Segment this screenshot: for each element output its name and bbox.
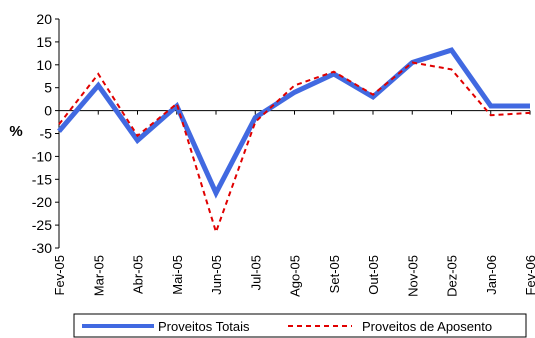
x-tick-label: Jan-06: [484, 255, 499, 295]
x-tick-label: Mai-05: [170, 255, 185, 295]
legend-label-proveitos-de-aposento: Proveitos de Aposento: [362, 319, 492, 334]
x-tick-label: Jun-05: [209, 255, 224, 295]
x-tick-label: Jul-05: [248, 255, 263, 290]
x-tick-label: Dez-05: [445, 255, 460, 297]
y-tick-label: 15: [36, 34, 52, 50]
y-tick-label: -10: [32, 148, 52, 164]
y-tick-label: -20: [32, 194, 52, 210]
x-tick-label: Fev-06: [523, 255, 535, 295]
x-tick-label: Set-05: [327, 255, 342, 293]
legend: Proveitos Totais Proveitos de Aposento: [73, 313, 527, 338]
y-tick-label: 0: [44, 103, 52, 119]
y-tick-label: -25: [32, 217, 52, 233]
series-line-1: [58, 61, 531, 236]
x-tick-label: Fev-05: [52, 255, 67, 295]
y-axis: 20 15 10 5 0 -5 -10 -15 -20 -25 -30: [32, 11, 60, 256]
x-tick-label: Abr-05: [131, 255, 146, 294]
x-axis: Fev-05 Mar-05 Abr-05 Mai-05 Jun-05 Jul-05 Ago-…: [52, 110, 535, 297]
y-tick-label: -5: [40, 126, 53, 142]
y-tick-label: 5: [44, 80, 52, 96]
legend-label-proveitos-totais: Proveitos Totais: [158, 319, 250, 334]
x-tick-label: Mar-05: [91, 255, 106, 296]
y-tick-label: 20: [36, 11, 52, 27]
series-line-0: [57, 47, 530, 199]
y-tick-label: -15: [32, 171, 52, 187]
x-tick-label: Nov-05: [405, 255, 420, 297]
y-tick-label: 10: [36, 57, 52, 73]
y-axis-title: %: [9, 123, 22, 140]
x-tick-label: Out-05: [366, 255, 381, 295]
y-tick-label: -30: [32, 240, 52, 256]
series-lines: [57, 47, 531, 236]
x-tick-label: Ago-05: [288, 255, 303, 297]
